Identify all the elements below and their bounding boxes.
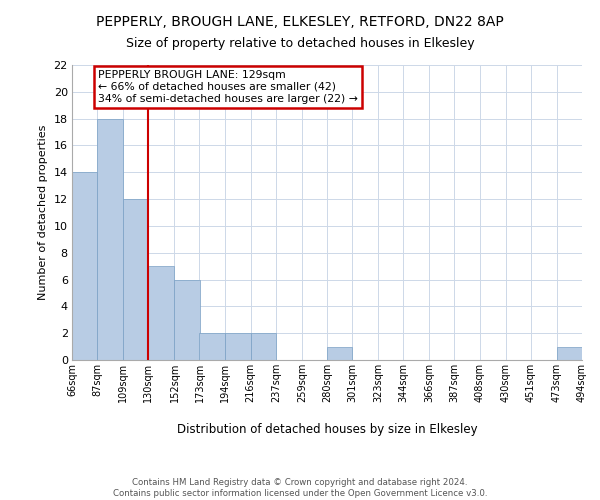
Text: PEPPERLY BROUGH LANE: 129sqm
← 66% of detached houses are smaller (42)
34% of se: PEPPERLY BROUGH LANE: 129sqm ← 66% of de… (98, 70, 358, 104)
Bar (251, 333, 276, 360)
Text: Size of property relative to detached houses in Elkesley: Size of property relative to detached ho… (125, 38, 475, 51)
Bar (148, 266, 175, 360)
Bar (72, 172, 97, 360)
Bar (224, 333, 251, 360)
Bar (557, 346, 582, 360)
Bar (97, 118, 123, 360)
Bar (327, 346, 352, 360)
Bar (199, 333, 224, 360)
Text: Contains HM Land Registry data © Crown copyright and database right 2024.
Contai: Contains HM Land Registry data © Crown c… (113, 478, 487, 498)
Text: Distribution of detached houses by size in Elkesley: Distribution of detached houses by size … (176, 422, 478, 436)
Text: PEPPERLY, BROUGH LANE, ELKESLEY, RETFORD, DN22 8AP: PEPPERLY, BROUGH LANE, ELKESLEY, RETFORD… (96, 15, 504, 29)
Y-axis label: Number of detached properties: Number of detached properties (38, 125, 48, 300)
Bar (175, 280, 199, 360)
Bar (123, 199, 148, 360)
